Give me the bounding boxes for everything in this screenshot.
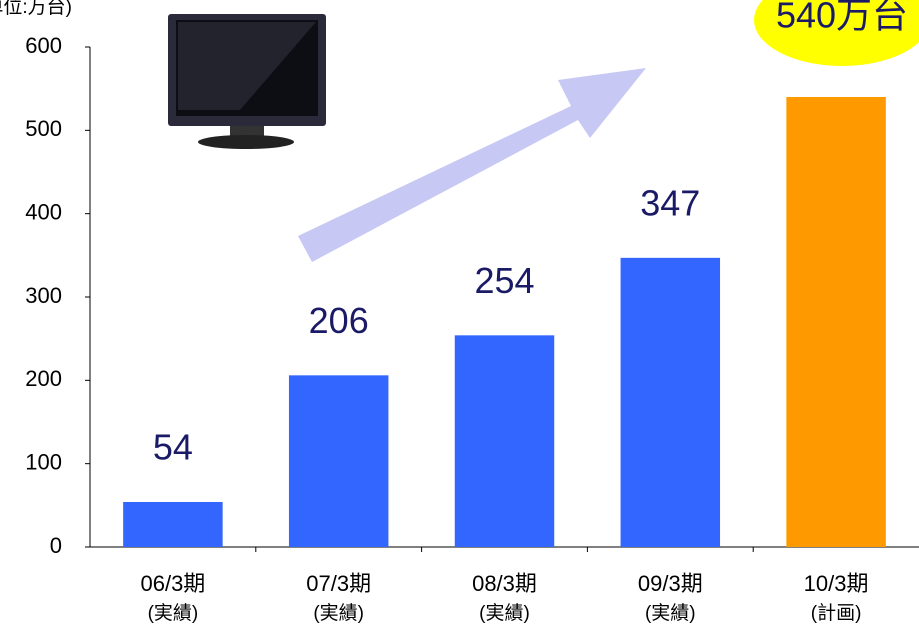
x-tick-label: 07/3期	[306, 571, 371, 596]
bar	[786, 97, 885, 547]
x-tick-label: 09/3期	[638, 571, 703, 596]
y-tick-label: 200	[25, 366, 62, 391]
x-tick-note: (実績)	[479, 602, 530, 624]
x-tick-label: 08/3期	[472, 571, 537, 596]
y-tick-label: 0	[50, 533, 62, 558]
x-tick-label: 06/3期	[140, 571, 205, 596]
y-tick-label: 300	[25, 283, 62, 308]
trend-arrow	[298, 68, 646, 262]
tv-icon	[168, 14, 326, 149]
x-tick-note: (実績)	[148, 602, 199, 624]
y-tick-label: 100	[25, 449, 62, 474]
x-tick-note: (実績)	[645, 602, 696, 624]
y-tick-label: 600	[25, 33, 62, 58]
x-tick-label: 10/3期	[804, 571, 869, 596]
bar	[123, 502, 222, 547]
bar	[455, 335, 554, 547]
bar	[289, 375, 388, 547]
y-tick-label: 400	[25, 199, 62, 224]
value-label: 347	[640, 182, 700, 223]
value-label: 540万台	[776, 0, 908, 36]
value-label: 206	[309, 300, 369, 341]
bar	[621, 258, 720, 547]
chart: (単位:万台) 0 100 200 300 400 500 600 06/3期 (実績) 54 07…	[0, 0, 919, 635]
x-tick-note: (計画)	[811, 602, 862, 624]
value-label: 54	[153, 427, 193, 468]
x-tick-note: (実績)	[313, 602, 364, 624]
value-label: 254	[474, 260, 534, 301]
y-tick-label: 500	[25, 116, 62, 141]
page: {"chart_data": {"type": "bar", "unit_lab…	[0, 0, 919, 635]
unit-label: (単位:万台)	[0, 0, 72, 18]
